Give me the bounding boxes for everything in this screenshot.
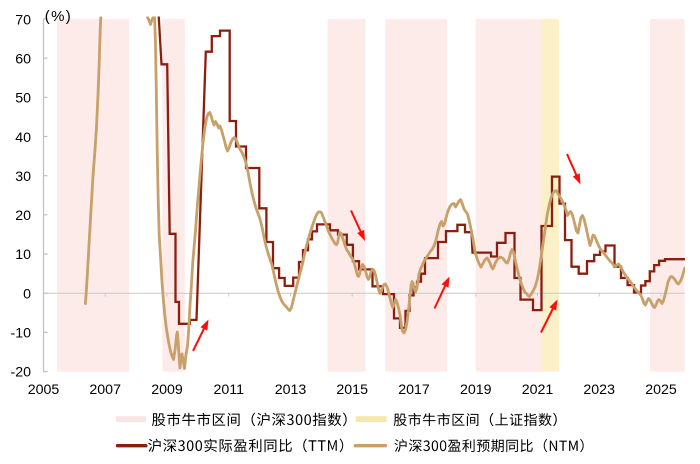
svg-text:2019: 2019 [460,382,492,398]
svg-text:2025: 2025 [645,382,677,398]
svg-text:2009: 2009 [151,382,183,398]
svg-text:2015: 2015 [336,382,368,398]
svg-text:(%): (%) [45,8,72,25]
svg-text:10: 10 [15,247,31,263]
svg-text:60: 60 [15,52,31,68]
svg-text:2005: 2005 [28,382,60,398]
svg-text:2023: 2023 [583,382,615,398]
svg-text:2021: 2021 [522,382,554,398]
svg-text:20: 20 [15,208,31,224]
svg-text:-10: -10 [10,326,31,342]
svg-text:50: 50 [15,91,31,107]
svg-text:0: 0 [23,286,31,302]
svg-text:-20: -20 [10,365,31,381]
svg-text:2011: 2011 [214,382,245,398]
svg-text:2017: 2017 [398,382,430,398]
svg-text:70: 70 [15,12,31,28]
svg-text:2007: 2007 [89,382,121,398]
svg-text:30: 30 [15,169,31,185]
svg-text:40: 40 [15,130,31,146]
svg-text:2013: 2013 [275,382,307,398]
